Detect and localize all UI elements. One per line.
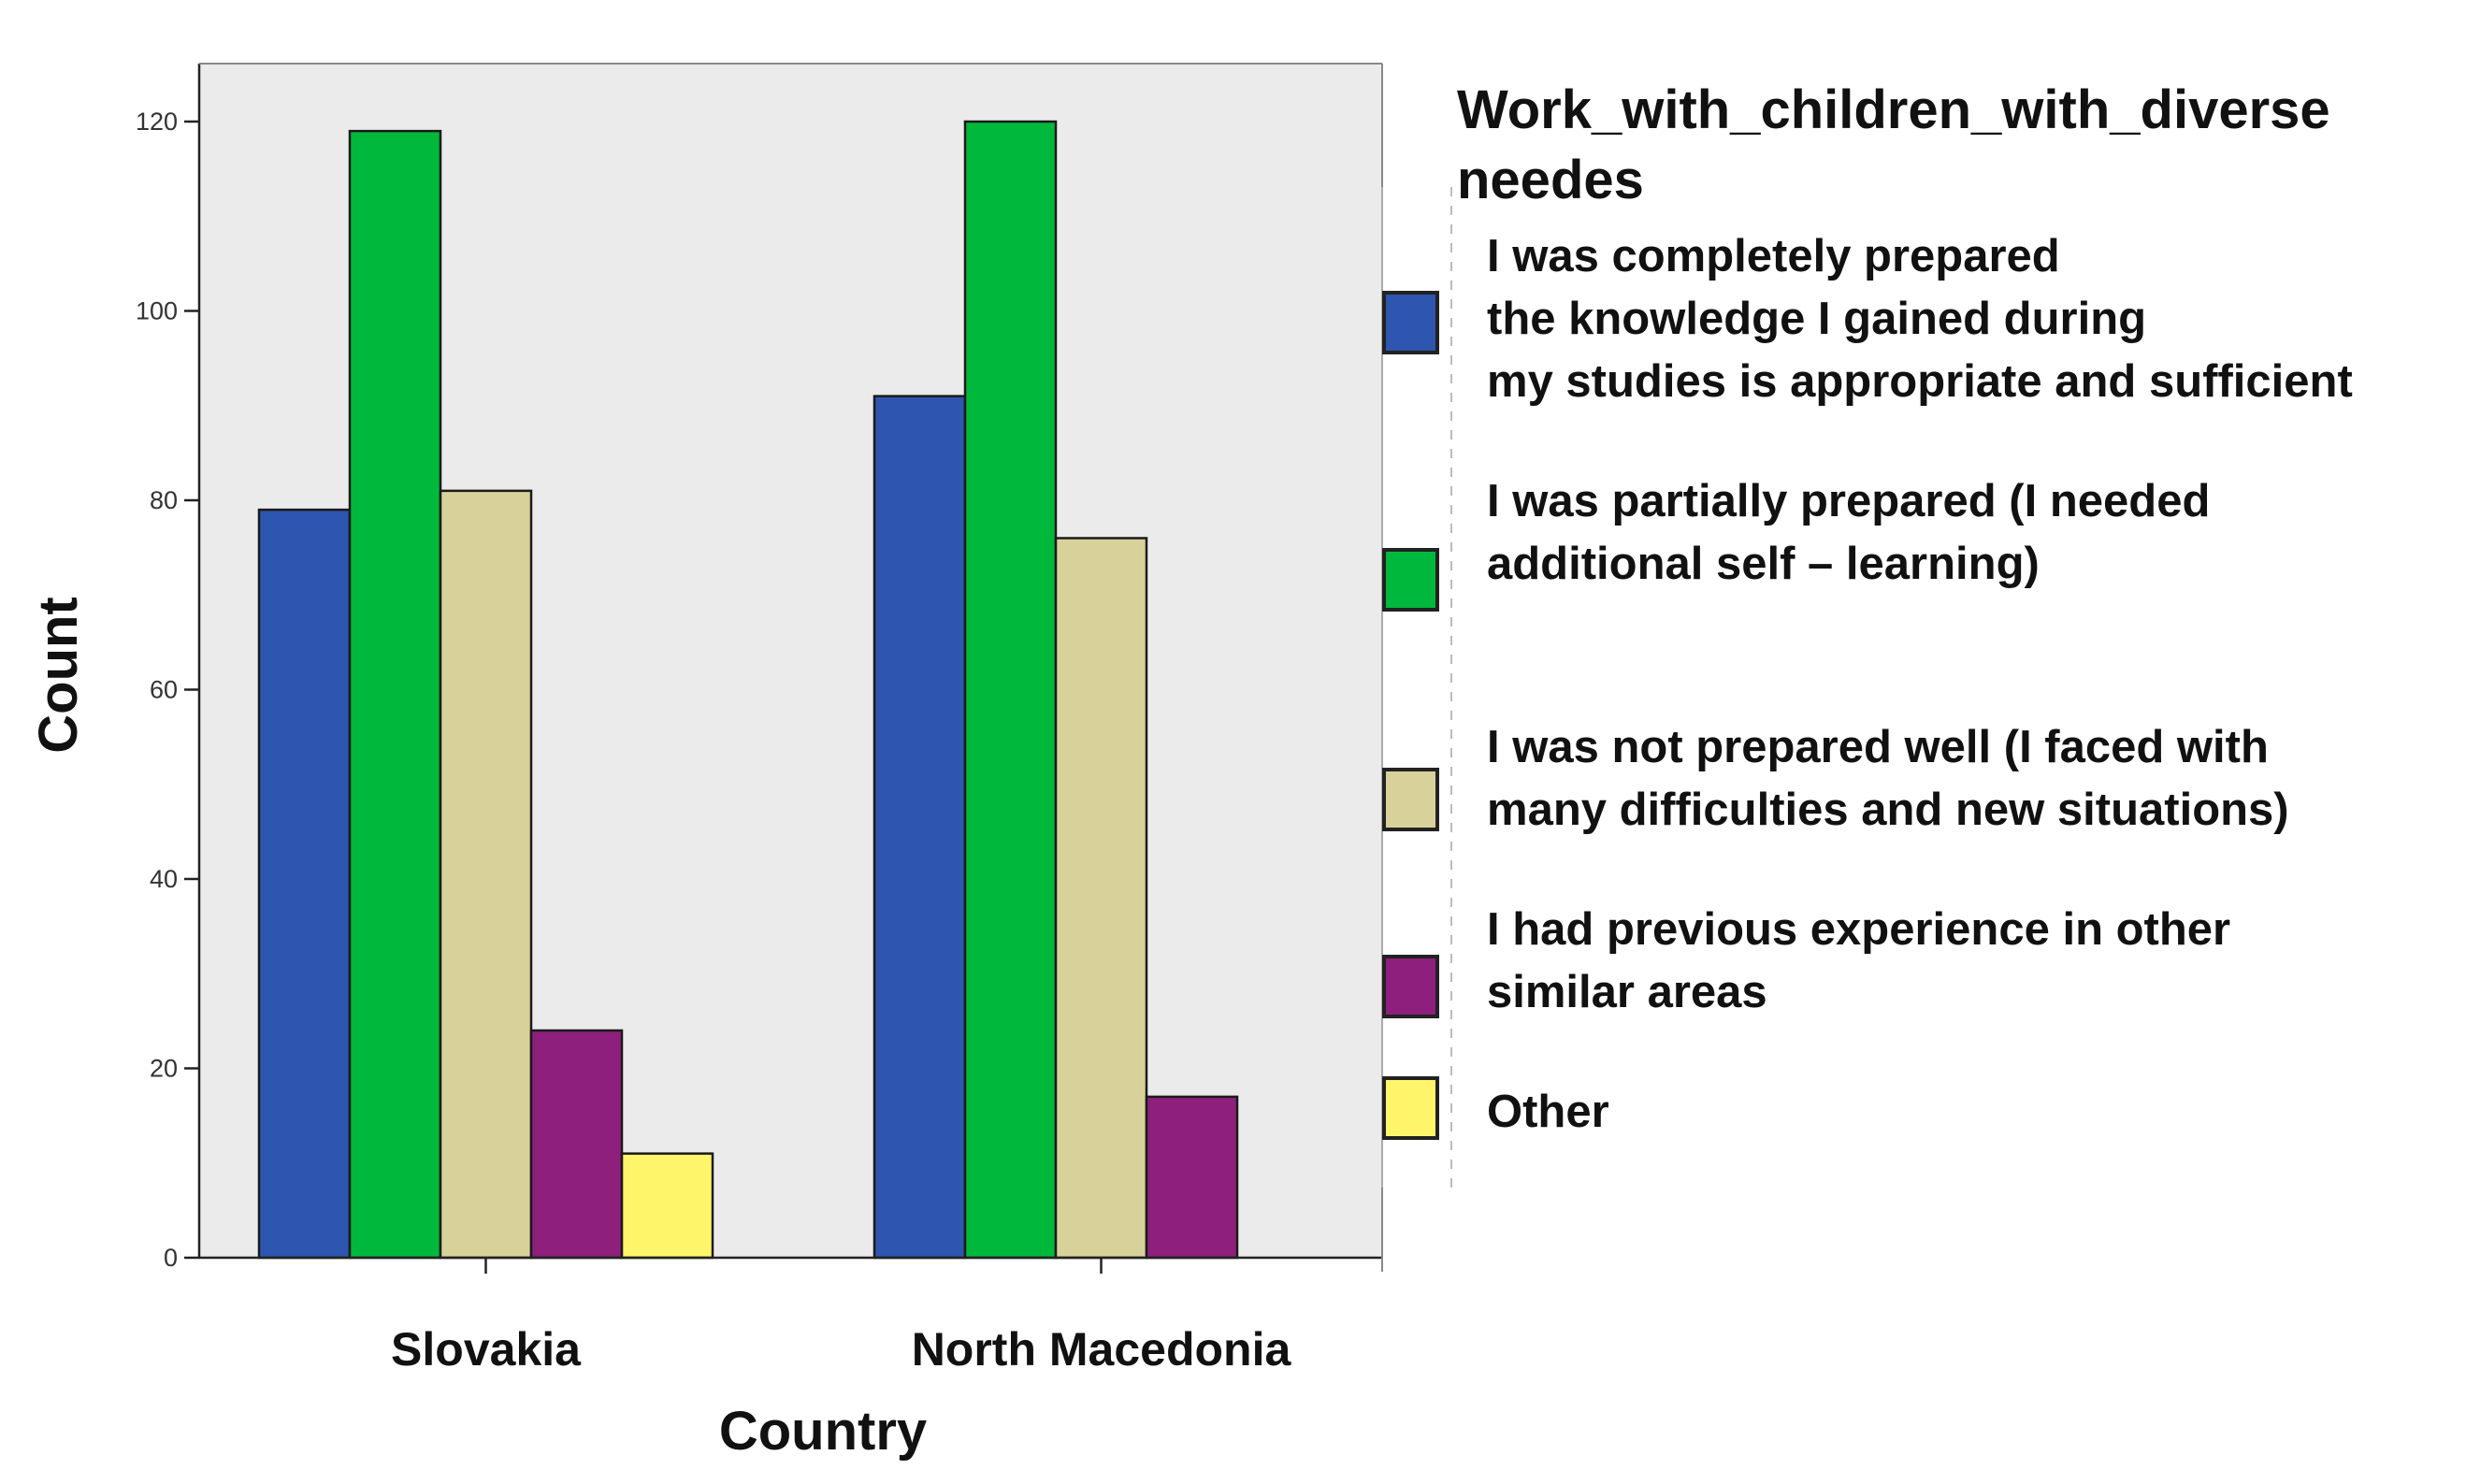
legend-swatch [1382, 955, 1439, 1018]
y-tick-label: 60 [150, 676, 178, 704]
y-axis-title: Count [28, 597, 89, 754]
legend-item-label: I had previous experience in other simila… [1487, 904, 2230, 1017]
legend-swatch [1382, 548, 1439, 612]
legend-item-label: I was not prepared well (I faced with man… [1487, 722, 2289, 835]
bar [1145, 1095, 1239, 1260]
legend-item-line: I was completely prepared [1487, 231, 2060, 281]
y-tick-label: 80 [150, 486, 178, 514]
y-tick-label: 120 [136, 108, 178, 136]
x-axis-ticks: Slovakia North Macedonia [391, 1258, 1291, 1376]
y-axis-ticks: 0 20 40 60 80 100 120 [136, 108, 199, 1272]
legend-swatch [1382, 768, 1439, 831]
x-axis-title: Country [719, 1401, 927, 1462]
legend-item-label: Other [1487, 1087, 1609, 1137]
legend-item-line: I was not prepared well (I faced with [1487, 722, 2269, 772]
bars-layer [257, 120, 1239, 1260]
legend-item-line: I had previous experience in other [1487, 904, 2230, 955]
legend-item-label: I was partially prepared (I needed additi… [1487, 476, 2210, 589]
legend-swatch [1382, 1076, 1439, 1140]
legend-item-line: Other [1487, 1087, 1609, 1137]
legend-item-line: the knowledge I gained during [1487, 294, 2146, 344]
bar [257, 508, 352, 1260]
legend-item-line: many difficulties and new situations) [1487, 785, 2289, 835]
legend-item-line: additional self – learning) [1487, 539, 2040, 589]
bar [348, 129, 442, 1260]
y-tick-label: 100 [136, 297, 178, 325]
bar [620, 1152, 714, 1260]
bar [529, 1029, 624, 1260]
bar [963, 120, 1058, 1260]
legend-items: I was completely prepared the knowledge I… [1382, 231, 2353, 1140]
x-category-label: North Macedonia [912, 1323, 1292, 1376]
y-tick-label: 0 [164, 1244, 178, 1272]
bar [1054, 537, 1148, 1260]
legend-item-label: I was completely prepared the knowledge I… [1487, 231, 2353, 407]
legend-title-line: needes [1457, 150, 1644, 210]
legend-item-line: my studies is appropriate and sufficient [1487, 356, 2353, 407]
y-tick-label: 40 [150, 865, 178, 893]
legend-item-line: similar areas [1487, 967, 1767, 1017]
legend-item-line: I was partially prepared (I needed [1487, 476, 2210, 526]
bar [872, 395, 967, 1260]
bar [439, 489, 533, 1260]
y-tick-label: 20 [150, 1055, 178, 1083]
legend-swatch [1382, 291, 1439, 354]
legend-title-line: Work_with_children_with_diverse [1457, 79, 2330, 140]
x-category-label: Slovakia [391, 1323, 582, 1376]
